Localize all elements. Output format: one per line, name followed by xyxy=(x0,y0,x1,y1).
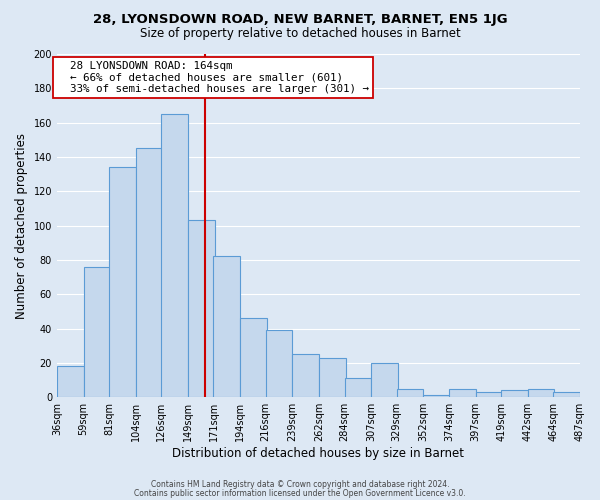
Text: Contains HM Land Registry data © Crown copyright and database right 2024.: Contains HM Land Registry data © Crown c… xyxy=(151,480,449,489)
Text: 28 LYONSDOWN ROAD: 164sqm
  ← 66% of detached houses are smaller (601)
  33% of : 28 LYONSDOWN ROAD: 164sqm ← 66% of detac… xyxy=(57,61,369,94)
Bar xyxy=(424,396,450,397)
Text: Contains public sector information licensed under the Open Government Licence v3: Contains public sector information licen… xyxy=(134,488,466,498)
X-axis label: Distribution of detached houses by size in Barnet: Distribution of detached houses by size … xyxy=(172,447,464,460)
Bar xyxy=(57,366,83,397)
Bar xyxy=(344,378,371,397)
Bar xyxy=(528,388,554,397)
Bar xyxy=(292,354,319,397)
Bar xyxy=(501,390,528,397)
Text: 28, LYONSDOWN ROAD, NEW BARNET, BARNET, EN5 1JG: 28, LYONSDOWN ROAD, NEW BARNET, BARNET, … xyxy=(92,12,508,26)
Bar xyxy=(449,388,476,397)
Bar xyxy=(136,148,163,397)
Bar xyxy=(319,358,346,397)
Bar xyxy=(161,114,188,397)
Bar xyxy=(188,220,215,397)
Bar xyxy=(476,392,502,397)
Bar xyxy=(266,330,292,397)
Bar xyxy=(371,363,398,397)
Bar xyxy=(240,318,267,397)
Bar xyxy=(553,392,580,397)
Bar xyxy=(109,168,136,397)
Text: Size of property relative to detached houses in Barnet: Size of property relative to detached ho… xyxy=(140,28,460,40)
Bar xyxy=(214,256,240,397)
Bar xyxy=(83,267,110,397)
Bar xyxy=(397,388,424,397)
Y-axis label: Number of detached properties: Number of detached properties xyxy=(15,132,28,318)
